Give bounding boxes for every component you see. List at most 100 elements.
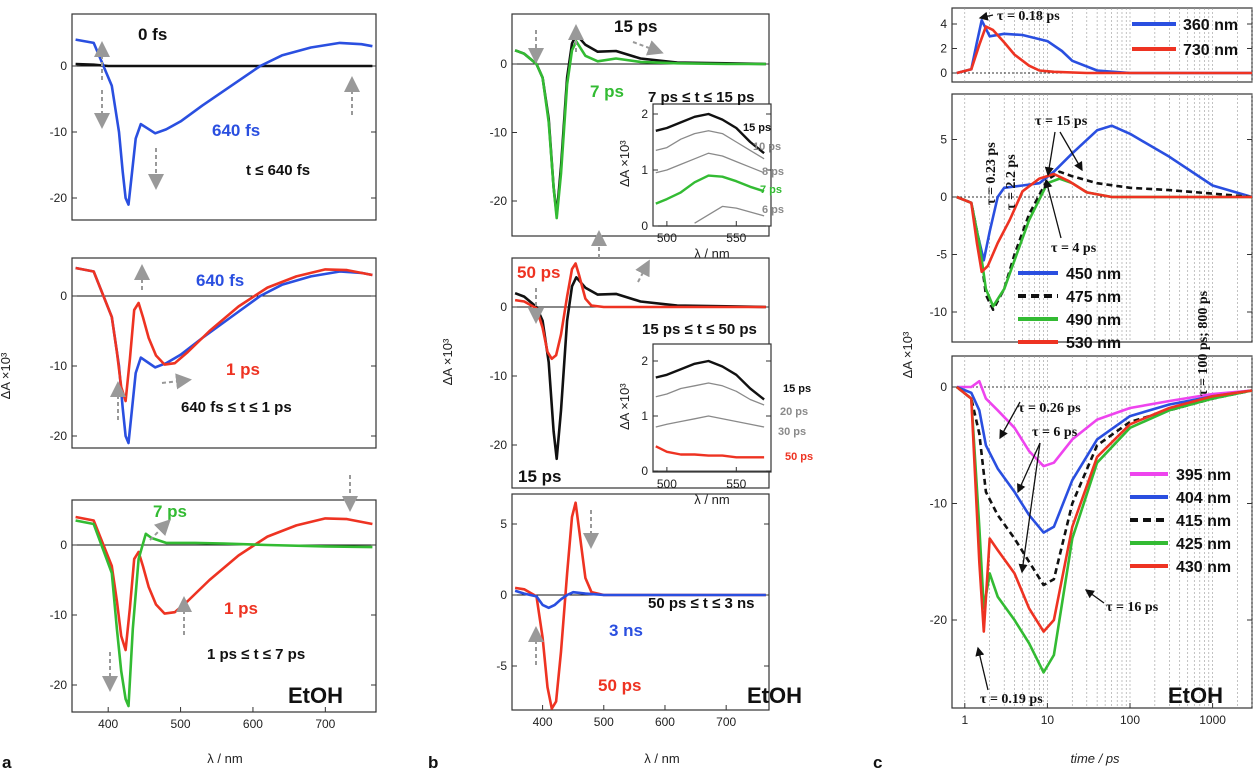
- y-tick-label: 0: [940, 190, 947, 204]
- b1-inset-6ps: 6 ps: [762, 204, 784, 216]
- b3-label-3ns: 3 ns: [609, 621, 643, 640]
- series-line-1-ps: [75, 266, 373, 403]
- plot-frame-a1: [71, 13, 377, 221]
- y-tick-label: 0: [60, 289, 67, 303]
- series-line-3-ns: [514, 589, 766, 610]
- c2-tau-100-800: τ = 100 ps; 800 ps: [1196, 290, 1211, 396]
- legend-label-415: 415 nm: [1176, 513, 1231, 530]
- inset-x-label: λ / nm: [694, 492, 729, 507]
- x-tick-label: 400: [533, 715, 553, 729]
- chart-a1: 0 -10 -20: [50, 13, 377, 221]
- x-tick-label: 500: [594, 715, 614, 729]
- panel-c-x-label: time / ps: [1070, 751, 1120, 766]
- x-tick-label: 600: [655, 715, 675, 729]
- series-line-530-nm: [956, 172, 1252, 274]
- chart-b2: 0 -10 -20: [490, 257, 770, 489]
- a1-condition: t ≤ 640 fs: [246, 162, 310, 179]
- legend-label-360: 360 nm: [1183, 17, 1238, 34]
- x-tick-label: 550: [726, 231, 746, 245]
- c2-tau-4: τ = 4 ps: [1051, 241, 1097, 256]
- plot-frame-a2: [71, 257, 377, 449]
- a3-condition: 1 ps ≤ t ≤ 7 ps: [207, 646, 305, 663]
- series-line-730-nm: [956, 25, 1252, 75]
- series-line-50-ps: [655, 445, 765, 459]
- y-tick-label: -20: [50, 429, 68, 443]
- b2-condition: 15 ps ≤ t ≤ 50 ps: [642, 321, 757, 338]
- legend-c3: 395 nm 404 nm 415 nm 425 nm 430 nm: [1130, 467, 1231, 576]
- b3-label-50ps: 50 ps: [598, 676, 641, 695]
- series-line-50-ps: [514, 262, 766, 361]
- panel-letter-b: b: [428, 753, 438, 772]
- y-tick-label: 0: [641, 219, 648, 233]
- y-tick-label: 2: [641, 107, 648, 121]
- series-line-10-ps: [655, 130, 765, 160]
- x-tick-label: 400: [98, 717, 118, 731]
- y-tick-label: 2: [940, 42, 947, 56]
- a3-label-1ps: 1 ps: [224, 599, 258, 618]
- a1-label-640fs: 640 fs: [212, 121, 260, 140]
- series-line-404-nm: [956, 385, 1253, 534]
- chart-a3: 0 -10 -20 400 500 600 700: [50, 499, 377, 731]
- series-line-6-ps: [694, 205, 765, 224]
- c3-tau-16: τ = 16 ps: [1106, 600, 1159, 615]
- chart-b3: 5 0 -5 400 500 600 700: [496, 493, 770, 729]
- y-tick-label: -20: [490, 194, 508, 208]
- chart-b1: 0 -10 -20: [490, 13, 770, 237]
- b2-label-15ps: 15 ps: [518, 467, 561, 486]
- inset-y-label: ΔA ×10³: [617, 140, 632, 187]
- b2-label-50ps: 50 ps: [517, 263, 560, 282]
- legend-label-530: 530 nm: [1066, 335, 1121, 352]
- legend-label-404: 404 nm: [1176, 490, 1231, 507]
- y-tick-label: 0: [60, 59, 67, 73]
- legend-label-490: 490 nm: [1066, 312, 1121, 329]
- y-tick-label: -20: [50, 678, 68, 692]
- c3-tau-6: τ = 6 ps: [1032, 425, 1078, 440]
- chart-b1-inset: 0 1 2 500 550 ΔA ×10³ λ / nm: [617, 103, 772, 261]
- series-line-7-ps: [655, 174, 765, 205]
- legend-c2: 450 nm 475 nm 490 nm 530 nm: [1018, 266, 1121, 352]
- y-tick-label: -10: [490, 126, 508, 140]
- b1-label-7ps: 7 ps: [590, 82, 624, 101]
- b2-inset-20ps: 20 ps: [780, 406, 808, 418]
- legend-label-425: 425 nm: [1176, 536, 1231, 553]
- x-tick-label: 10: [1041, 713, 1055, 727]
- x-tick-label: 500: [657, 231, 677, 245]
- b-solvent-label: EtOH: [747, 683, 802, 708]
- panel-b-x-label: λ / nm: [644, 751, 679, 766]
- plot-frame-b2-inset: [652, 343, 772, 473]
- series-line-7-ps: [75, 519, 373, 708]
- b2-inset-30ps: 30 ps: [778, 426, 806, 438]
- x-tick-label: 700: [716, 715, 736, 729]
- y-tick-label: -10: [50, 608, 68, 622]
- b2-inset-15ps: 15 ps: [783, 383, 811, 395]
- b1-inset-15ps: 15 ps: [743, 122, 771, 134]
- b2-inset-50ps: 50 ps: [785, 451, 813, 463]
- y-tick-label: 1: [641, 409, 648, 423]
- plot-frame-a3: [71, 499, 377, 713]
- legend-label-730: 730 nm: [1183, 42, 1238, 59]
- y-tick-label: 4: [940, 17, 947, 31]
- y-tick-label: -10: [490, 369, 508, 383]
- b1-inset-7ps: 7 ps: [760, 184, 782, 196]
- y-tick-label: 5: [500, 517, 507, 531]
- x-tick-label: 600: [243, 717, 263, 731]
- x-tick-label: 550: [726, 477, 746, 491]
- series-line-8-ps: [655, 152, 765, 174]
- series-line-640-fs: [75, 38, 373, 206]
- series-line-360-nm: [956, 18, 1252, 75]
- b1-inset-8ps: 8 ps: [762, 166, 784, 178]
- series-line-15-ps: [655, 359, 765, 401]
- a2-label-640fs: 640 fs: [196, 271, 244, 290]
- y-tick-label: 0: [641, 464, 648, 478]
- x-tick-label: 500: [171, 717, 191, 731]
- y-tick-label: 0: [500, 300, 507, 314]
- chart-c2: 5 0 -5 -10: [930, 93, 1253, 343]
- b1-inset-10ps: 10 ps: [753, 141, 781, 153]
- y-tick-label: 0: [60, 538, 67, 552]
- y-tick-label: 0: [940, 66, 947, 80]
- y-tick-label: -20: [50, 191, 68, 205]
- legend-c1: 360 nm 730 nm: [1132, 17, 1238, 59]
- y-tick-label: -20: [930, 613, 948, 627]
- b1-condition: 7 ps ≤ t ≤ 15 ps: [648, 89, 755, 106]
- plot-frame-b1-inset: [652, 103, 772, 227]
